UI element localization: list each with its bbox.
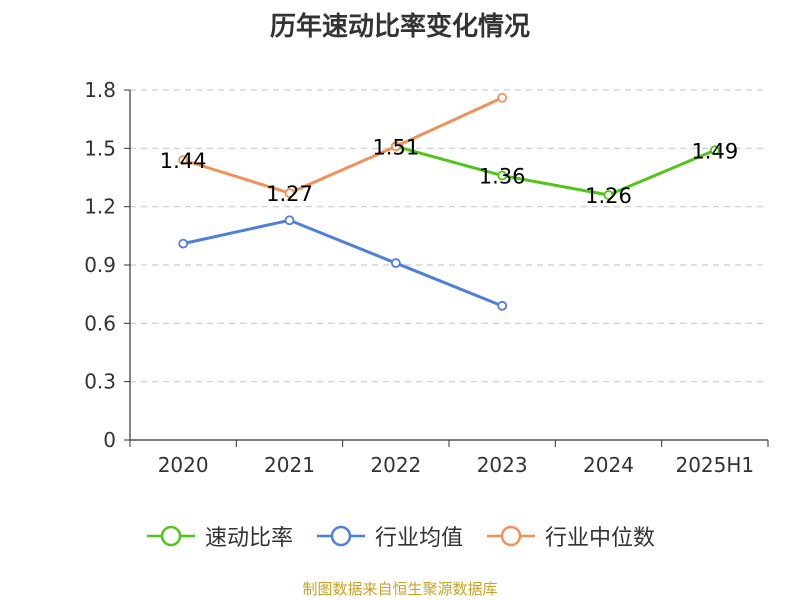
series-point-1 bbox=[178, 238, 189, 249]
series-line-0 bbox=[395, 144, 716, 197]
legend-marker-icon bbox=[316, 525, 365, 547]
series-point-1 bbox=[497, 300, 508, 311]
series-point-1 bbox=[390, 258, 401, 268]
series-point-0 bbox=[603, 190, 614, 200]
y-tick-label: 0.3 bbox=[84, 370, 116, 394]
series-line-2 bbox=[182, 96, 503, 195]
legend-label: 速动比率 bbox=[204, 526, 293, 551]
series-point-0 bbox=[709, 145, 720, 156]
data-label: 1.51 bbox=[372, 135, 419, 159]
legend-marker-icon bbox=[146, 525, 195, 547]
x-tick-label: 2023 bbox=[477, 453, 528, 477]
series-point-2 bbox=[497, 92, 508, 103]
data-label: 1.44 bbox=[160, 149, 207, 173]
chart-title: 历年速动比率变化情况 bbox=[269, 12, 530, 42]
source-note: 制图数据来自恒生聚源数据库 bbox=[302, 580, 498, 598]
legend-item[interactable]: 速动比率 bbox=[145, 520, 293, 552]
legend-item[interactable]: 行业均值 bbox=[315, 520, 463, 552]
y-tick-label: 0 bbox=[103, 428, 116, 452]
x-tick-label: 2022 bbox=[370, 453, 421, 477]
x-tick-label: 2025H1 bbox=[675, 453, 754, 477]
series-point-0 bbox=[497, 170, 508, 181]
legend-marker-icon bbox=[487, 525, 535, 547]
data-label: 1.49 bbox=[691, 139, 738, 163]
series-point-2 bbox=[284, 188, 295, 198]
y-tick-label: 1.5 bbox=[84, 136, 116, 160]
series-line-1 bbox=[182, 218, 503, 308]
series-point-2 bbox=[390, 141, 401, 152]
legend-label: 行业中位数 bbox=[545, 526, 656, 551]
x-tick-label: 2024 bbox=[583, 453, 634, 477]
y-tick-label: 0.6 bbox=[84, 311, 116, 335]
data-label: 1.36 bbox=[479, 165, 526, 189]
x-tick-label: 2020 bbox=[158, 453, 209, 477]
legend-item[interactable]: 行业中位数 bbox=[485, 520, 655, 552]
x-tick-label: 2021 bbox=[264, 453, 315, 477]
y-tick-label: 1.8 bbox=[84, 78, 116, 102]
legend-label: 行业均值 bbox=[374, 526, 463, 551]
series-point-2 bbox=[178, 155, 189, 165]
data-label: 1.26 bbox=[585, 184, 632, 208]
y-tick-label: 0.9 bbox=[84, 253, 116, 277]
y-tick-label: 1.2 bbox=[84, 195, 116, 219]
series-point-1 bbox=[284, 215, 295, 226]
legend: 速动比率 行业均值 行业中位数 bbox=[0, 520, 800, 552]
data-label: 1.27 bbox=[266, 182, 313, 206]
